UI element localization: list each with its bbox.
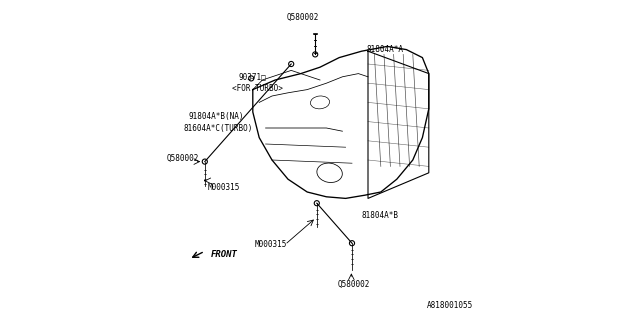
Text: M000315: M000315 (254, 240, 287, 249)
Text: FRONT: FRONT (211, 250, 238, 259)
Text: 81804A*A: 81804A*A (366, 45, 403, 54)
Text: M000315: M000315 (208, 183, 241, 192)
Text: 90371□: 90371□ (239, 72, 266, 81)
Text: Q580002: Q580002 (338, 280, 370, 289)
Text: 91804A*B(NA): 91804A*B(NA) (189, 112, 244, 121)
Text: <FOR TURBO>: <FOR TURBO> (232, 84, 283, 92)
Text: Q580002: Q580002 (166, 154, 199, 163)
Text: Q580002: Q580002 (286, 13, 319, 22)
Text: 81604A*C(TURBO): 81604A*C(TURBO) (184, 124, 253, 132)
Text: A818001055: A818001055 (428, 301, 474, 310)
Text: 81804A*B: 81804A*B (362, 212, 399, 220)
